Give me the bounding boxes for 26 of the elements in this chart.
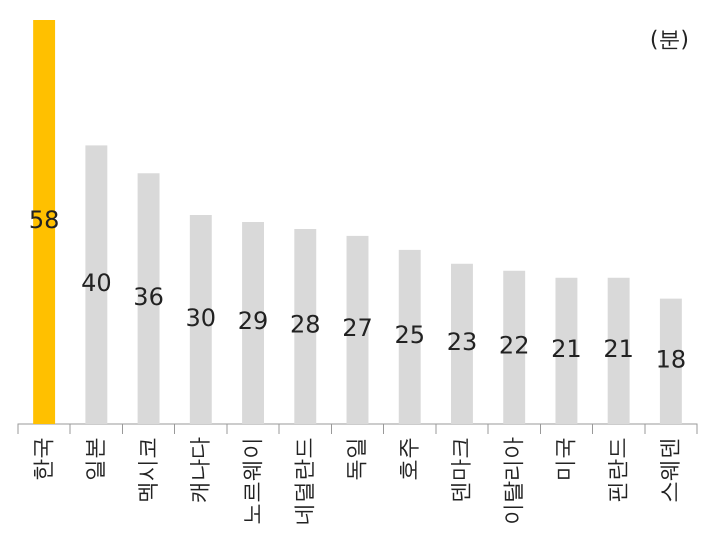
x-tick-label: 노르웨이 [240, 437, 265, 525]
data-label: 28 [290, 310, 321, 339]
x-tick-label: 호주 [396, 437, 422, 481]
data-label: 23 [446, 328, 478, 356]
data-label: 36 [133, 282, 164, 311]
data-label: 27 [342, 314, 373, 342]
data-label: 22 [498, 332, 530, 360]
data-label: 30 [186, 304, 216, 332]
x-tick-label: 이탈리아 [500, 437, 526, 525]
data-label: 21 [603, 335, 634, 364]
data-label: 18 [656, 346, 686, 374]
data-label: 29 [238, 307, 268, 336]
data-label: 40 [81, 268, 112, 297]
x-tick-label: 일본 [83, 437, 108, 481]
x-tick-label: 스웨덴 [658, 437, 683, 503]
annotation: (분) [650, 28, 689, 53]
x-tick-label: 캐나다 [188, 437, 213, 503]
data-label: 21 [551, 335, 582, 364]
x-tick-label: 덴마크 [448, 437, 474, 503]
x-tick-label: 네덜란드 [292, 437, 317, 525]
x-tick-label: 독일 [344, 437, 370, 481]
x-tick-label: 핀란드 [605, 437, 630, 503]
x-tick-label: 멕시코 [135, 437, 160, 503]
data-label: 25 [394, 321, 426, 350]
x-tick-label: 한국 [30, 437, 56, 481]
x-tick-label: 미국 [553, 437, 578, 481]
